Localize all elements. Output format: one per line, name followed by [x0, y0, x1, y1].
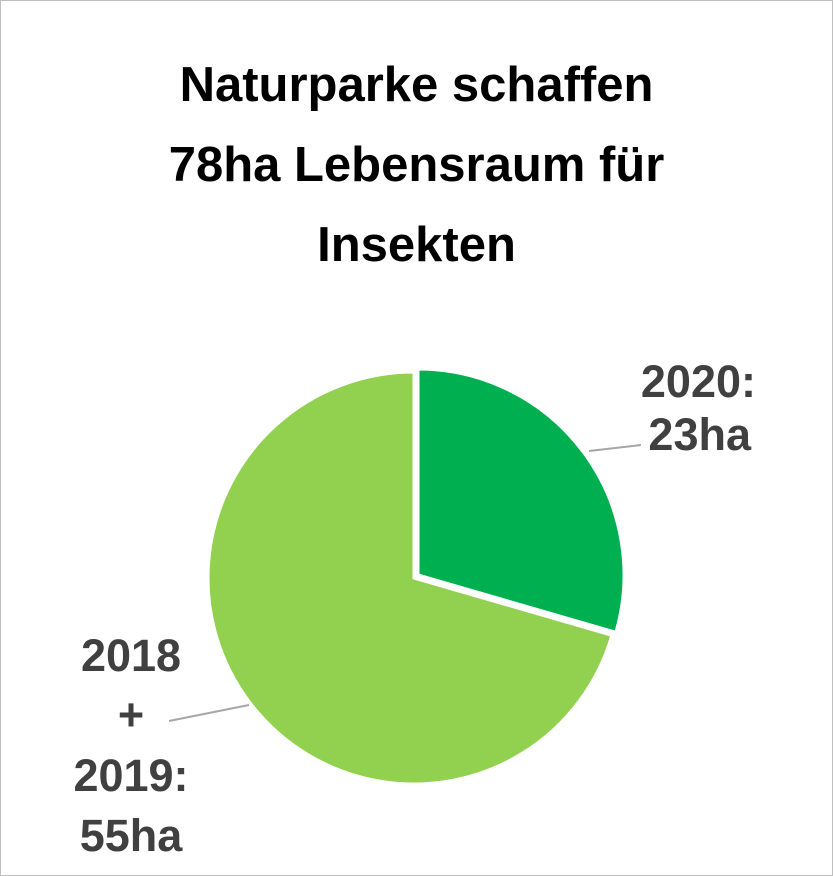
data-label-2020-line2: 23ha — [648, 409, 752, 460]
leader-line-2018-2019 — [168, 704, 250, 722]
title-line: 78ha Lebensraum für — [168, 138, 665, 192]
data-label-2018-2019-line1: 2018 — [81, 630, 181, 681]
pie-slice-1 — [206, 370, 614, 786]
title-line: Naturparke schaffen — [179, 58, 654, 112]
data-label-2018-2019-line2: + — [118, 689, 144, 740]
leader-line-2020 — [588, 444, 642, 452]
data-label-2018-2019-line3: 2019: — [73, 750, 188, 801]
pie-slice-0 — [416, 367, 626, 635]
data-label-2020-line1: 2020: — [641, 356, 756, 407]
data-label-2018-2019-line4: 55ha — [80, 810, 184, 861]
chart-title: Naturparke schaffen 78ha Lebensraum für … — [1, 45, 832, 285]
title-line: Insekten — [317, 218, 516, 272]
